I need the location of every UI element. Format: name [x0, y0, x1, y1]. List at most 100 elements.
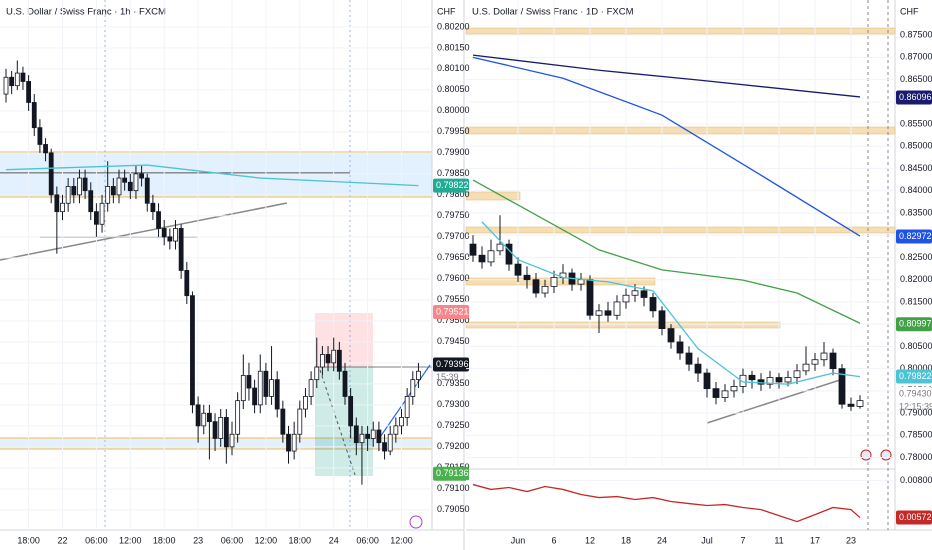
candle-body	[116, 177, 122, 196]
y-tick-label: 0.87500	[900, 30, 932, 40]
y-tick-label: 0.79500	[437, 315, 470, 325]
candle-body	[370, 429, 376, 439]
price-tag-label: 0.79136	[436, 468, 469, 478]
price-tag-label: 0.86096	[899, 92, 932, 102]
y-tick-label: 0.85000	[900, 141, 932, 151]
candle-body	[280, 408, 286, 435]
candle-body	[20, 72, 26, 82]
zone	[465, 27, 896, 35]
x-tick-label: 12:00	[119, 535, 142, 545]
candle-body	[802, 363, 810, 372]
moving-average	[472, 179, 861, 324]
candle-body	[640, 290, 648, 298]
candle-body	[376, 429, 382, 444]
y-tick-label: 0.86500	[900, 74, 932, 84]
candle-body	[586, 279, 594, 316]
candle-body	[348, 396, 354, 427]
x-tick-label: 18:00	[17, 535, 40, 545]
candle-body	[43, 144, 48, 154]
candle-body	[748, 374, 756, 381]
candle-body	[387, 433, 393, 452]
candle-body	[766, 377, 774, 385]
zone	[465, 126, 896, 135]
candle-body	[829, 352, 837, 370]
y-tick-label: 0.82000	[900, 274, 932, 284]
candle-body	[613, 301, 621, 316]
y-tick-label: 0.85500	[900, 118, 932, 128]
price-tag	[896, 229, 932, 244]
y-tick-label: 0.79800	[437, 189, 470, 199]
y-tick-label: 0.78000	[900, 452, 932, 462]
candle-body	[365, 433, 371, 439]
chart-title: U.S. Dollar / Swiss Franc · 1h · FXCM	[6, 7, 166, 18]
candle-body	[478, 254, 486, 263]
price-tag	[896, 317, 932, 332]
candle-body	[658, 310, 666, 330]
zone	[0, 438, 432, 449]
candle-body	[469, 243, 477, 256]
candle-body	[110, 186, 116, 196]
candle-body	[82, 177, 88, 192]
price-tag-label: 0.79430	[899, 388, 932, 398]
candle-body	[410, 379, 416, 397]
candle-body	[399, 417, 404, 427]
price-tag	[896, 90, 932, 105]
candle-body	[3, 76, 9, 95]
candle-body	[793, 370, 801, 378]
event-icon[interactable]	[880, 449, 892, 461]
x-tick-label: 12:00	[390, 535, 413, 545]
candle-body	[622, 294, 630, 303]
candle-body	[190, 295, 195, 406]
candle-body	[649, 297, 657, 312]
candle-body	[685, 352, 693, 365]
x-tick-label: 11	[774, 535, 783, 545]
currency-label: CHF	[900, 6, 919, 16]
y-tick-label: 0.79850	[437, 168, 470, 178]
candle-body	[838, 368, 846, 405]
y-tick-label: 0.79350	[437, 378, 470, 388]
price-tag	[433, 466, 469, 481]
y-tick-label: 0.87000	[900, 52, 932, 62]
candle-body	[150, 202, 156, 213]
candle-body	[201, 412, 207, 427]
candle-body	[308, 379, 314, 397]
candle-body	[122, 177, 128, 183]
candle-body	[730, 386, 738, 392]
trendline	[706, 379, 841, 424]
candle-body	[184, 270, 190, 297]
y-tick-label: 0.84500	[900, 163, 932, 173]
candle-body	[127, 181, 133, 192]
price-tag	[433, 305, 469, 320]
y-tick-label: 0.80000	[437, 105, 470, 115]
zone	[465, 191, 521, 201]
candle-body	[65, 186, 71, 204]
y-tick-label: 0.79050	[437, 504, 470, 514]
chart-title: U.S. Dollar / Swiss Franc · 1D · FXCM	[472, 7, 634, 18]
candle-body	[532, 279, 540, 294]
candle-body	[775, 377, 783, 383]
x-tick-label: 7	[740, 535, 745, 545]
candle-body	[541, 285, 549, 294]
moving-average	[472, 56, 861, 237]
candle-body	[757, 379, 765, 385]
candle-body	[712, 388, 720, 398]
candle-body	[514, 263, 522, 276]
candle-body	[173, 228, 178, 242]
candle-body	[274, 379, 280, 410]
countdown: 12:15:39	[899, 401, 932, 411]
event-icon[interactable]	[860, 449, 872, 461]
candle-body	[416, 370, 421, 381]
alert-icon[interactable]	[409, 515, 423, 529]
x-tick-label: 06:00	[85, 535, 108, 545]
candle-body	[144, 177, 150, 204]
candle-body	[739, 374, 747, 387]
y-tick-label: 0.79650	[437, 252, 470, 262]
candle-body	[325, 354, 331, 364]
y-tick-label: 0.81500	[900, 296, 932, 306]
candle-body	[48, 152, 54, 196]
candle-body	[212, 421, 218, 439]
candle-body	[99, 202, 105, 225]
candle-body	[229, 433, 235, 448]
